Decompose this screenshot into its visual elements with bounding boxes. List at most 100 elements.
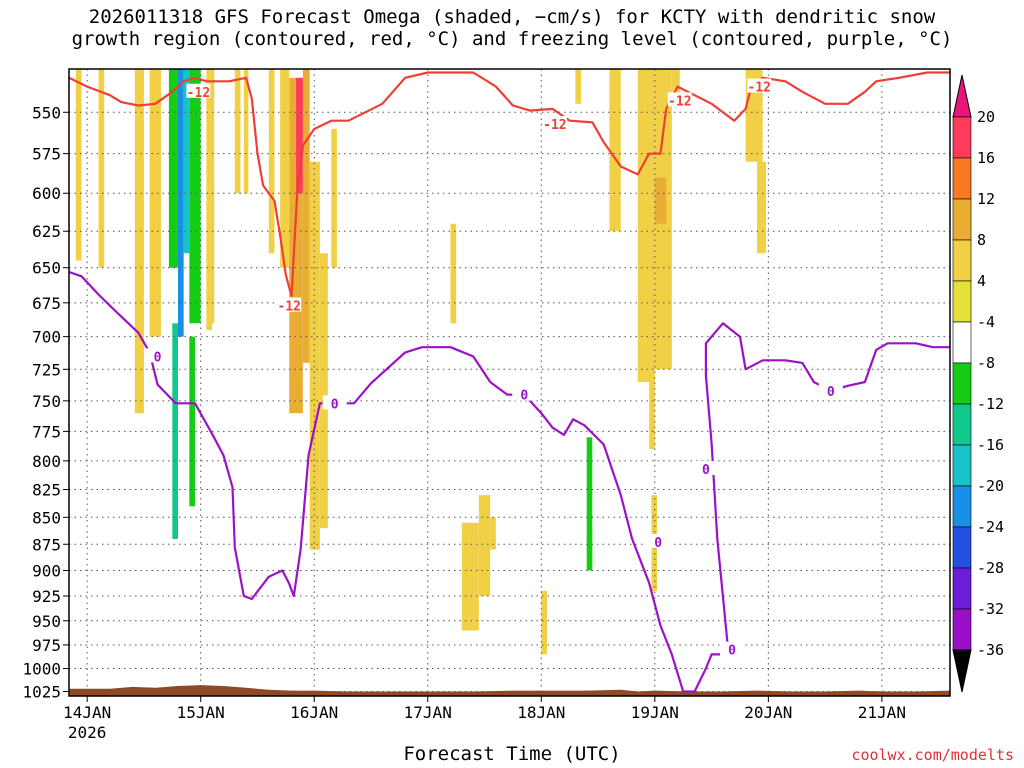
colorbar-swatch xyxy=(952,280,972,323)
omega-cell xyxy=(206,69,215,330)
x-tick-label: 14JAN xyxy=(63,703,111,722)
colorbar-tick-label: 4 xyxy=(977,272,986,290)
dgz-label: -12 xyxy=(278,300,301,315)
omega-cell xyxy=(195,323,207,655)
y-tick-label: 875 xyxy=(32,535,61,554)
x-tick-label: 15JAN xyxy=(177,703,225,722)
x-tick-label: 18JAN xyxy=(517,703,565,722)
colorbar-swatch xyxy=(952,444,972,487)
omega-cell xyxy=(189,69,201,324)
dgz-label: -12 xyxy=(543,118,566,133)
omega-cell xyxy=(756,161,767,254)
freezing-label: 0 xyxy=(331,397,339,412)
colorbar-swatch xyxy=(952,157,972,200)
omega-cell xyxy=(302,69,310,363)
omega-cell xyxy=(331,129,337,268)
colorbar-swatch xyxy=(952,362,972,405)
freezing-label-bg xyxy=(512,386,537,401)
omega-cell xyxy=(603,549,610,655)
omega-cell xyxy=(296,77,303,194)
colorbar-tick-label: 8 xyxy=(977,231,986,249)
freezing-label-bg xyxy=(646,534,671,549)
omega-cell xyxy=(155,336,165,426)
x-tick-year-label: 2026 xyxy=(68,723,107,742)
x-tick-label: 19JAN xyxy=(631,703,679,722)
dgz-label: -12 xyxy=(187,86,210,101)
omega-cell xyxy=(134,69,144,414)
freezing-label: 0 xyxy=(520,389,528,404)
colorbar-swatch xyxy=(952,485,972,528)
y-tick-label: 1000 xyxy=(22,659,61,678)
colorbar-tick-label: 16 xyxy=(977,149,995,167)
colorbar-swatch xyxy=(952,239,972,282)
x-tick-label: 21JAN xyxy=(858,703,906,722)
omega-cell xyxy=(168,69,178,268)
omega-cell xyxy=(177,69,184,337)
colorbar-tick-label: -36 xyxy=(977,641,1004,659)
colorbar: 20 16 12 8 4 -4 -8 -12 -16 -20 -24 -28 -32 -36 xyxy=(952,74,1004,693)
credit-link[interactable]: coolwx.com/modelts xyxy=(851,746,1014,764)
omega-cell xyxy=(98,69,105,268)
plot-frame xyxy=(68,68,951,697)
omega-cell xyxy=(75,69,82,261)
colorbar-bottom-arrow xyxy=(952,649,972,693)
omega-cell xyxy=(172,323,178,539)
y-axis: 550 575 600 625 650 675 700 725 750 775 800 825 850 8… xyxy=(22,103,69,701)
freezing-level-contour xyxy=(69,270,950,693)
dgz-label-bg xyxy=(667,92,692,107)
dgz-label-bg xyxy=(542,116,567,131)
y-tick-label: 725 xyxy=(32,360,61,379)
x-tick-label: 16JAN xyxy=(290,703,338,722)
omega-cell xyxy=(637,69,655,383)
freezing-label: 0 xyxy=(827,385,835,400)
omega-cell xyxy=(581,400,587,655)
y-tick-label: 625 xyxy=(32,222,61,241)
x-axis-label: Forecast Time (UTC) xyxy=(403,743,621,765)
freezing-label-bg xyxy=(720,641,745,656)
colorbar-tick-label: -4 xyxy=(977,313,995,331)
omega-cell xyxy=(541,590,547,655)
colorbar-tick-label: -24 xyxy=(977,518,1004,536)
omega-cell xyxy=(126,69,133,224)
omega-cell xyxy=(649,362,655,450)
omega-cell xyxy=(507,336,517,432)
omega-cell xyxy=(214,95,224,178)
omega-cell xyxy=(671,69,680,104)
colorbar-tick-label: -16 xyxy=(977,436,1004,454)
colorbar-top-arrow xyxy=(952,74,972,118)
y-tick-label: 800 xyxy=(32,452,61,471)
omega-cell xyxy=(309,161,320,550)
omega-shading-layer xyxy=(75,69,767,655)
y-tick-label: 1025 xyxy=(22,682,61,701)
omega-cell xyxy=(212,323,218,473)
omega-cell xyxy=(189,336,196,507)
colorbar-swatch xyxy=(952,116,972,159)
y-tick-label: 600 xyxy=(32,184,61,203)
omega-cell xyxy=(478,495,491,596)
omega-cell xyxy=(575,69,582,104)
omega-cell xyxy=(319,253,328,529)
omega-cell xyxy=(164,69,173,194)
omega-cell xyxy=(654,177,667,224)
colorbar-swatch xyxy=(952,567,972,610)
colorbar-tick-label: -8 xyxy=(977,354,995,372)
colorbar-swatch xyxy=(952,403,972,446)
chart-title: 2026011318 GFS Forecast Omega (shaded, −… xyxy=(0,6,1024,50)
omega-cell xyxy=(592,336,604,529)
y-tick-label: 675 xyxy=(32,294,61,313)
colorbar-tick-label: 20 xyxy=(977,108,995,126)
freezing-label: 0 xyxy=(702,463,710,478)
y-tick-label: 900 xyxy=(32,561,61,580)
y-tick-label: 850 xyxy=(32,508,61,527)
y-tick-label: 775 xyxy=(32,422,61,441)
dgz-label: -12 xyxy=(748,81,771,96)
terrain-fill xyxy=(69,685,950,696)
omega-cell xyxy=(87,356,93,452)
y-tick-label: 925 xyxy=(32,587,61,606)
colorbar-tick-label: -28 xyxy=(977,559,1004,577)
colorbar-tick-label: -32 xyxy=(977,600,1004,618)
omega-cell xyxy=(609,69,621,232)
colorbar-tick-label: -12 xyxy=(977,395,1004,413)
omega-cell xyxy=(243,69,249,194)
colorbar-swatch xyxy=(952,608,972,651)
